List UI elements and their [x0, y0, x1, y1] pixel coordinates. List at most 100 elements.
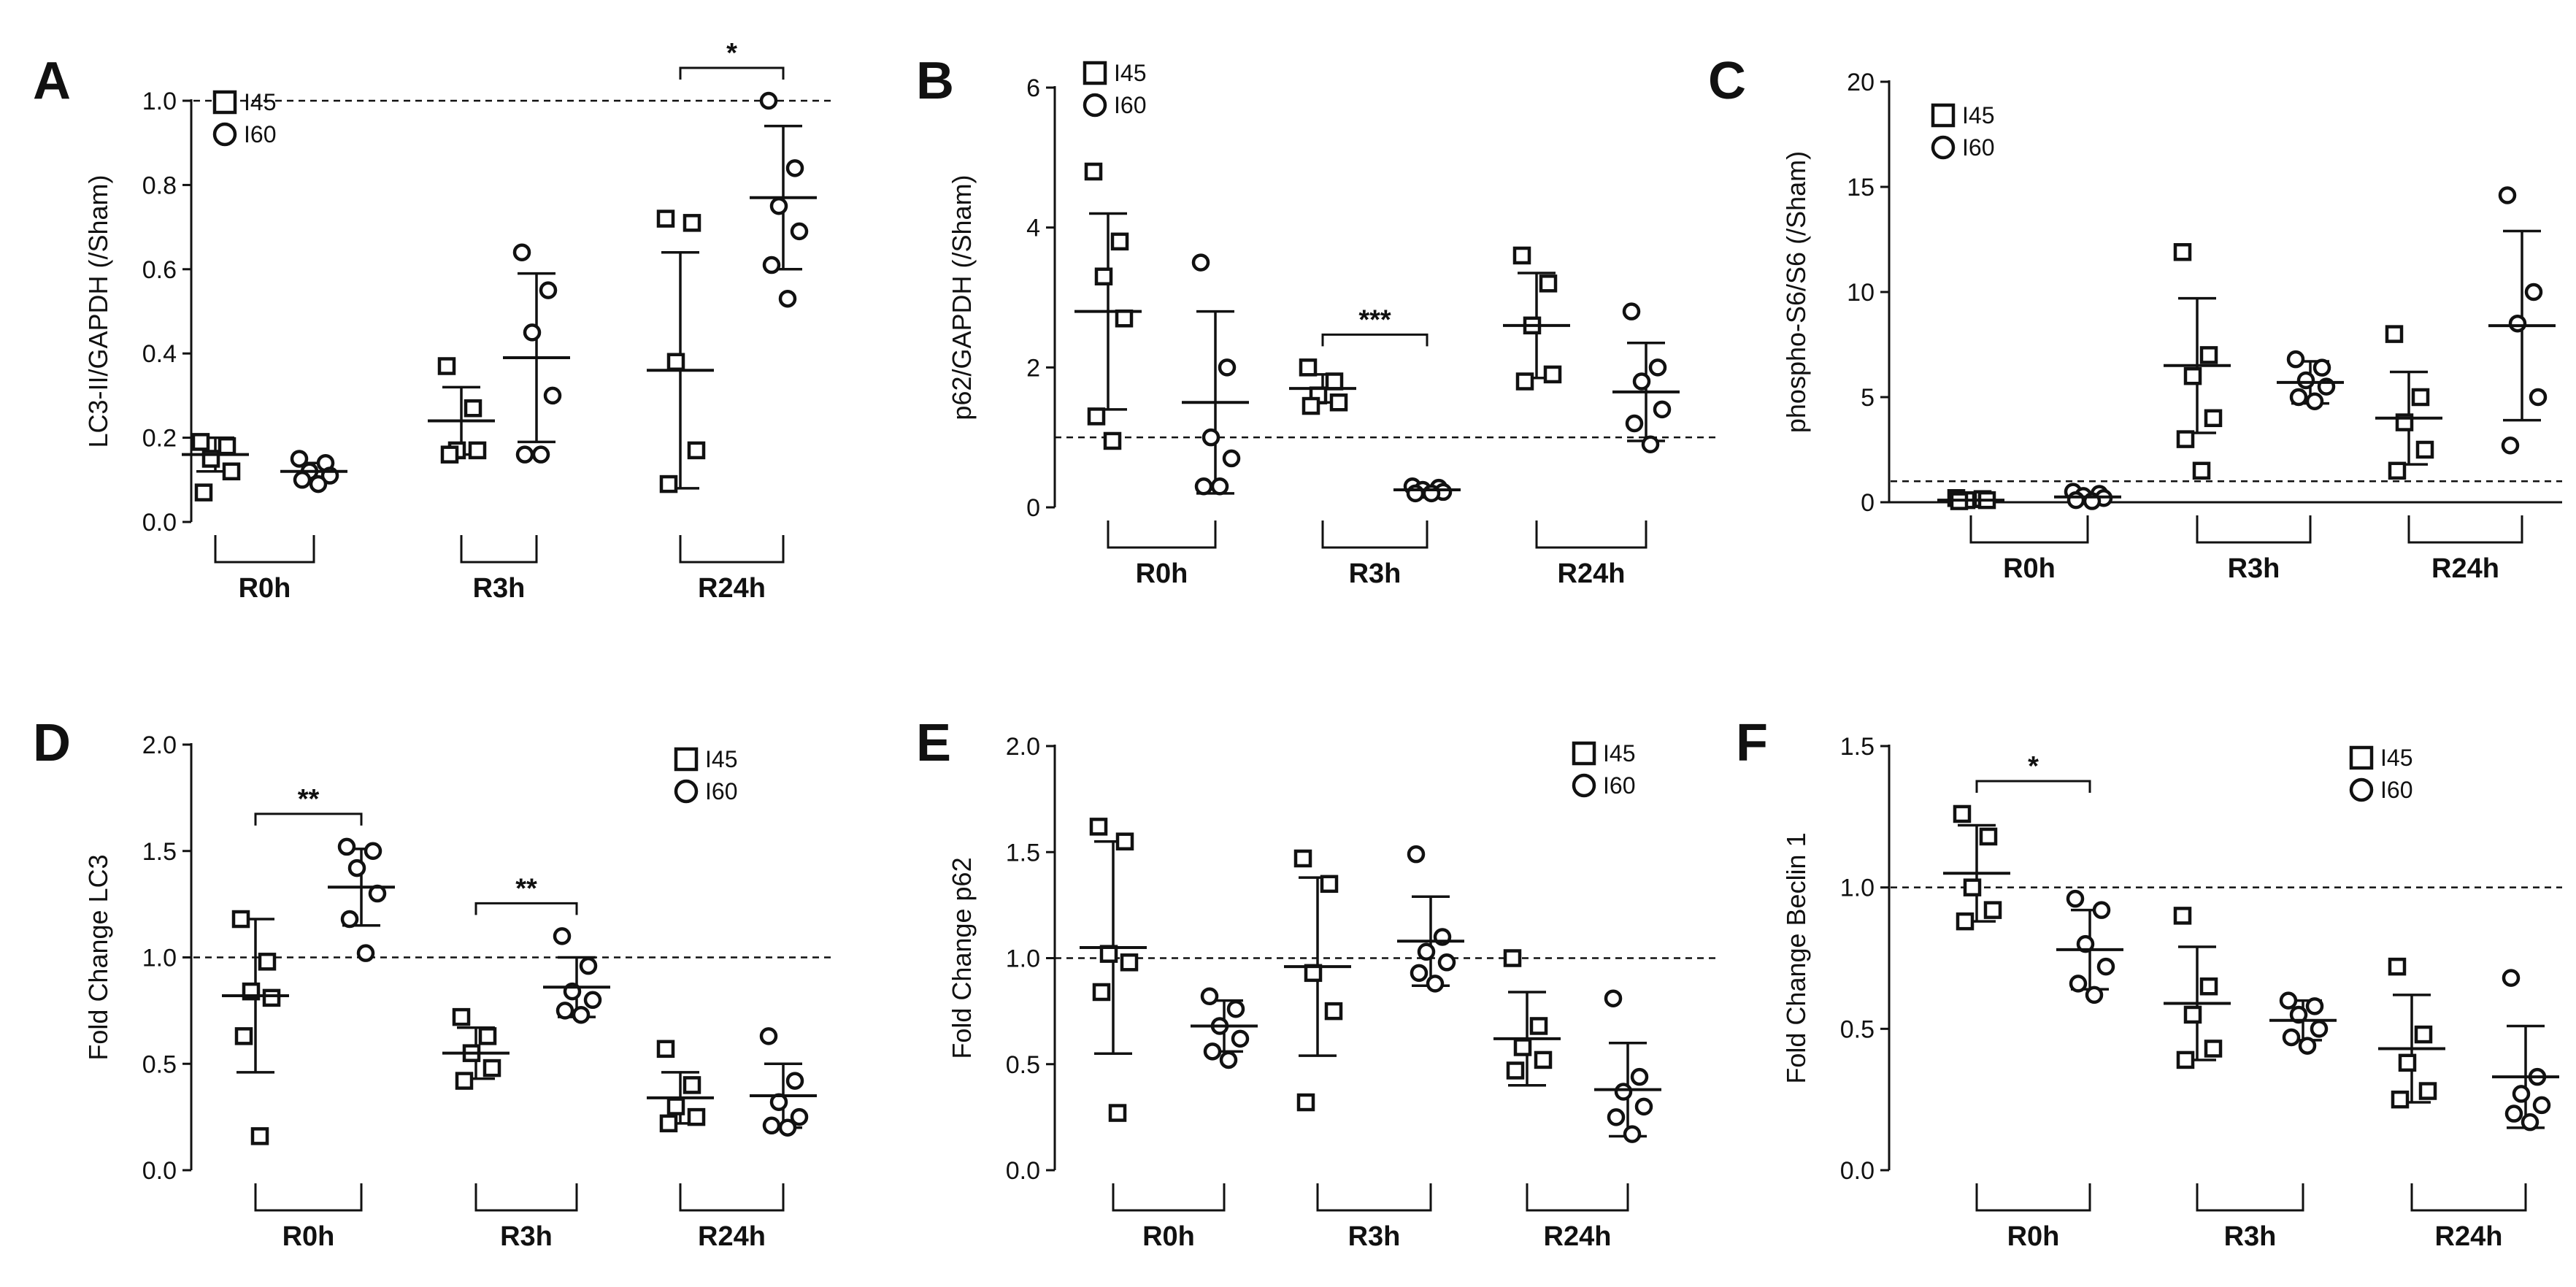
y-tick-label: 0.0 — [1006, 1157, 1040, 1185]
significance-bracket — [474, 902, 578, 915]
data-point-i45 — [2398, 1053, 2417, 1072]
data-point-i45 — [1539, 274, 1558, 293]
data-point-i60 — [2521, 1113, 2540, 1132]
data-point-i60 — [1194, 477, 1213, 496]
group-bracket — [1535, 520, 1648, 549]
legend-circle-icon — [1572, 773, 1596, 798]
y-axis-label: p62/GAPDH (/Sham) — [947, 174, 977, 420]
data-point-i45 — [1120, 953, 1139, 972]
panel-c: C 0 5 10 15 20 phospho-S6/S6 (/Sham) R0h R3h R24h… — [1708, 52, 2562, 584]
data-point-i45 — [1953, 804, 1972, 823]
data-point-i60 — [2305, 392, 2324, 411]
data-point-i45 — [2418, 1082, 2437, 1100]
data-point-i60 — [1191, 253, 1210, 272]
data-point-i45 — [1296, 1093, 1315, 1112]
y-tick-label: 1.0 — [142, 945, 177, 972]
data-point-i60 — [2296, 371, 2315, 390]
significance-bracket — [254, 812, 363, 826]
data-point-i45 — [1529, 1017, 1548, 1035]
y-tick-label: 0.5 — [1840, 1015, 1875, 1043]
data-point-i45 — [1108, 1104, 1127, 1122]
data-point-i60 — [2512, 1085, 2531, 1103]
y-tick-label: 0 — [1861, 489, 1875, 517]
data-point-i45 — [1094, 267, 1113, 285]
data-point-i60 — [2501, 436, 2520, 455]
data-point-i45 — [468, 441, 487, 460]
data-point-i45 — [2415, 440, 2434, 459]
data-point-i60 — [2092, 901, 2111, 919]
data-point-i45 — [2385, 325, 2404, 343]
data-point-i45 — [683, 1076, 701, 1094]
data-point-i45 — [659, 1114, 678, 1133]
y-axis-label: Fold Change Beclin 1 — [1781, 832, 1811, 1083]
y-tick-label: 0.0 — [142, 1157, 177, 1185]
data-point-i60 — [778, 289, 797, 308]
data-point-i45 — [218, 437, 237, 456]
data-point-i45 — [1324, 1002, 1343, 1021]
data-point-i45 — [1979, 827, 1998, 846]
panel-letter: A — [33, 52, 71, 110]
group-bracket — [1969, 515, 2089, 544]
data-point-i60 — [2504, 1104, 2523, 1123]
data-point-i60 — [1407, 845, 1426, 864]
panel-letter: F — [1736, 714, 1768, 772]
significance-bracket — [679, 66, 785, 80]
y-tick-label: 4 — [1026, 215, 1040, 242]
legend-square-icon — [674, 747, 699, 772]
group-bracket — [1526, 1183, 1629, 1212]
data-point-i60 — [2066, 491, 2085, 510]
data-point-i60 — [364, 842, 382, 860]
data-point-i60 — [2310, 1020, 2329, 1038]
data-point-i60 — [2066, 889, 2085, 908]
significance-label: *** — [1358, 304, 1391, 335]
data-point-i45 — [262, 988, 281, 1007]
panel-letter: E — [916, 714, 951, 772]
significance-label: ** — [515, 873, 537, 904]
data-point-i60 — [759, 1027, 778, 1045]
data-point-i45 — [1092, 983, 1111, 1002]
data-point-i60 — [1226, 999, 1245, 1018]
data-point-i60 — [1410, 964, 1429, 983]
data-point-i45 — [683, 214, 701, 232]
group-bracket — [2407, 515, 2523, 544]
data-point-i45 — [2411, 388, 2430, 407]
data-point-i60 — [290, 450, 309, 468]
significance-bracket — [1321, 333, 1429, 347]
group-label-r0h: R0h — [2003, 553, 2056, 584]
data-point-i60 — [2289, 1005, 2308, 1024]
data-point-i45 — [1320, 875, 1339, 894]
data-point-i60 — [2279, 991, 2298, 1010]
legend-circle-icon — [1931, 135, 1956, 160]
legend-label-i45: I45 — [1962, 102, 1994, 128]
group-bracket — [679, 535, 785, 564]
group-label-r0h: R0h — [239, 573, 291, 604]
data-point-i60 — [1219, 1050, 1238, 1069]
data-point-i60 — [539, 281, 558, 299]
group-label-r3h: R3h — [1348, 1221, 1401, 1252]
y-tick-label: 10 — [1847, 279, 1875, 307]
data-point-i60 — [2282, 1028, 2301, 1047]
data-point-i45 — [1115, 310, 1134, 328]
data-point-i45 — [452, 1007, 471, 1026]
legend-label-i45: I45 — [705, 746, 737, 772]
significance-label: ** — [298, 784, 320, 815]
data-point-i60 — [1406, 484, 1425, 503]
data-point-i60 — [1641, 435, 1660, 453]
group-label-r0h: R0h — [1142, 1221, 1195, 1252]
group-label-r3h: R3h — [1349, 558, 1402, 589]
significance-label: * — [2028, 751, 2039, 782]
data-point-i60 — [1604, 989, 1623, 1007]
data-point-i45 — [656, 1040, 675, 1059]
legend-square-icon — [2349, 745, 2374, 770]
data-point-i45 — [1103, 431, 1122, 450]
data-point-i45 — [437, 357, 456, 375]
data-point-i60 — [2289, 388, 2308, 407]
data-point-i45 — [1506, 1061, 1525, 1080]
group-bracket — [1316, 1183, 1432, 1212]
y-tick-label: 0.2 — [142, 425, 177, 453]
data-point-i45 — [1087, 407, 1106, 426]
